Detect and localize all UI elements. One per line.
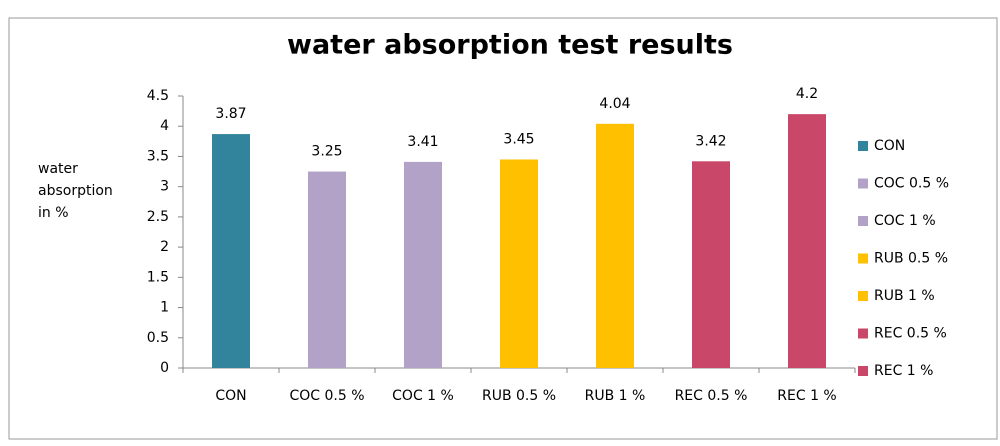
data-label: 3.87 [215,106,246,122]
data-label: 3.42 [695,133,726,149]
legend-label: REC 1 % [874,363,933,379]
data-label: 3.45 [503,131,534,147]
y-tick-label: 4.5 [147,88,169,104]
data-label: 3.25 [311,144,342,160]
legend-label: RUB 1 % [874,288,935,304]
y-tick-label: 4 [160,118,169,134]
bar [212,134,250,368]
legend-label: RUB 0.5 % [874,251,948,267]
legend-swatch [858,328,868,339]
y-tick-label: 3 [160,179,169,195]
legend-swatch [858,366,868,376]
x-tick-label: CON [215,388,246,404]
legend-label: REC 0.5 % [874,326,947,342]
y-tick-label: 1.5 [147,269,169,285]
y-tick-label: 0.5 [147,330,169,346]
data-label: 3.41 [407,134,438,150]
x-tick-label: COC 1 % [392,388,454,404]
x-tick-label: RUB 1 % [585,388,646,404]
legend-swatch [858,216,868,226]
bar [692,161,730,368]
bar [596,123,634,368]
y-tick-label: 1 [160,300,169,316]
x-tick-label: REC 0.5 % [675,388,748,404]
bar [788,114,826,368]
chart-title: water absorption test results [287,30,733,61]
bar [500,159,538,368]
legend-label: COC 0.5 % [874,176,949,192]
data-label: 4.04 [599,96,630,112]
y-tick-label: 2.5 [147,209,169,225]
y-tick-label: 3.5 [147,148,169,164]
x-tick-label: RUB 0.5 % [482,388,556,404]
x-tick-label: REC 1 % [777,388,836,404]
legend-swatch [858,291,868,301]
legend-label: CON [874,138,905,154]
bar [308,171,346,368]
legend-swatch [858,141,868,151]
y-axis-label: water absorption in % [38,161,113,221]
y-tick-label: 2 [160,239,169,255]
legend-swatch [858,253,868,264]
legend-swatch [858,178,868,189]
data-label: 4.2 [796,86,818,102]
bar [404,161,442,368]
legend-label: COC 1 % [874,213,936,229]
x-tick-label: COC 0.5 % [289,388,364,404]
y-tick-label: 0 [160,360,169,376]
